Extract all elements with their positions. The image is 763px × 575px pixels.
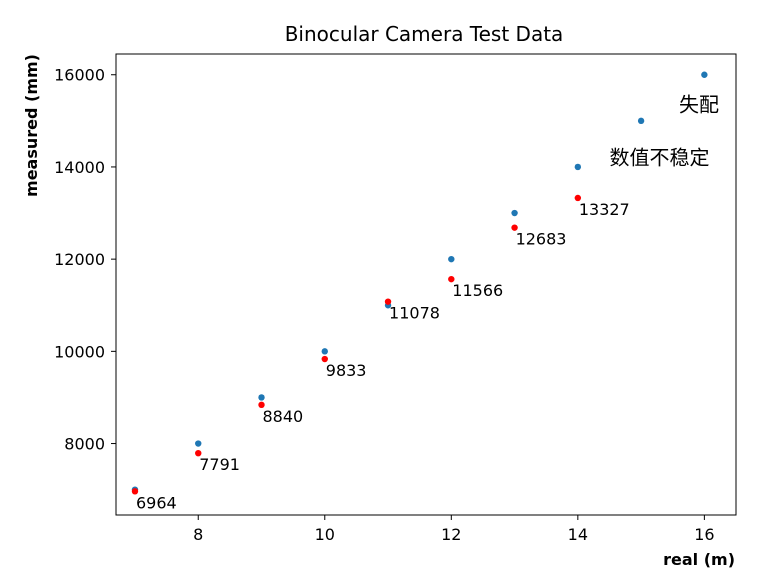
y-tick-label: 10000: [54, 342, 105, 361]
y-tick-label: 14000: [54, 158, 105, 177]
data-label: 7791: [199, 455, 240, 474]
data-label: 6964: [136, 493, 177, 512]
data-point: [195, 449, 202, 457]
plot-frame: [115, 53, 737, 516]
data-point: [511, 224, 518, 231]
y-tick-label: 8000: [64, 435, 105, 454]
data-point: [321, 355, 328, 363]
data-label: 9833: [326, 361, 367, 380]
data-label: 12683: [516, 230, 567, 249]
y-tick-label: 12000: [54, 250, 105, 269]
data-point: [258, 401, 265, 409]
data-point: [701, 71, 708, 78]
x-tick-label: 8: [193, 525, 203, 544]
data-label: 11566: [452, 281, 503, 300]
data-point: [637, 117, 645, 125]
data-label: 13327: [579, 200, 630, 219]
data-point: [195, 440, 202, 447]
data-point: [258, 394, 265, 401]
data-point: [384, 298, 392, 305]
data-point: [448, 255, 455, 263]
data-point: [574, 163, 582, 171]
x-tick-label: 16: [694, 525, 714, 544]
annotation-text: 失配: [679, 93, 719, 117]
x-tick-label: 14: [568, 525, 588, 544]
x-axis-label: real (m): [663, 550, 735, 569]
data-point: [574, 194, 582, 202]
data-point: [511, 209, 518, 217]
x-tick-label: 12: [441, 525, 461, 544]
data-label: 11078: [389, 304, 440, 323]
data-label: 8840: [263, 407, 304, 426]
chart-title: Binocular Camera Test Data: [285, 22, 564, 46]
y-tick-label: 16000: [54, 66, 105, 85]
data-point: [448, 275, 455, 283]
annotation-text: 数值不稳定: [609, 146, 709, 170]
x-tick-label: 10: [315, 525, 335, 544]
data-point: [131, 488, 139, 495]
y-axis-label: measured (mm): [22, 54, 41, 197]
data-point: [321, 348, 328, 355]
